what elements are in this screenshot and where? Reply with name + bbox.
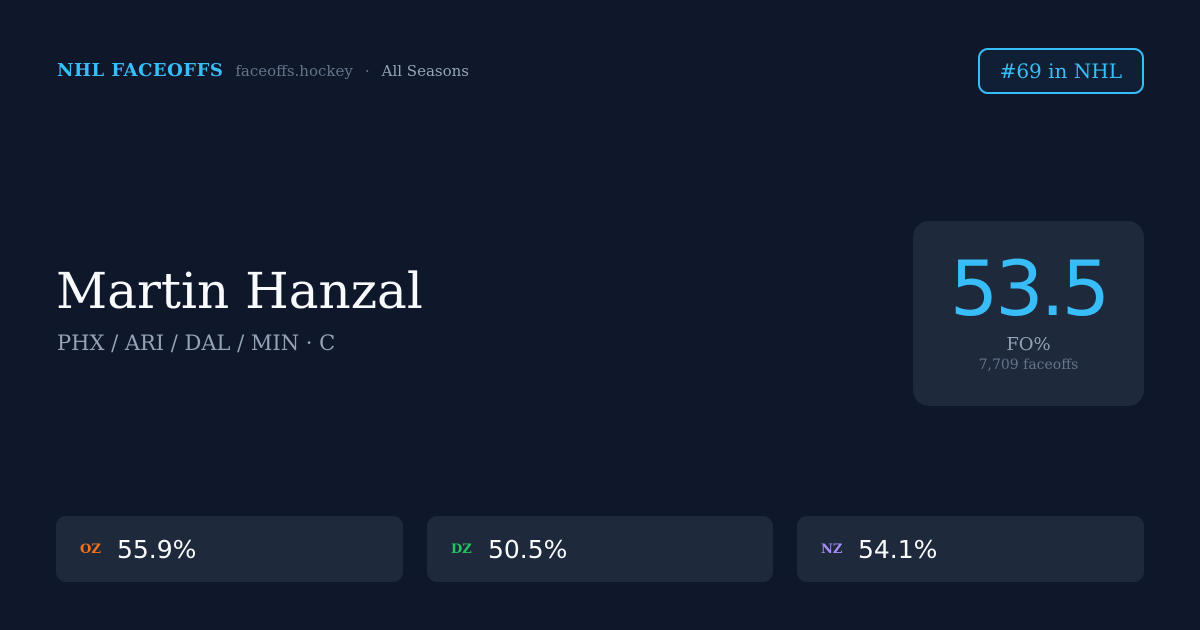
zone-label: DZ	[451, 541, 472, 557]
zone-value: 55.9%	[117, 534, 197, 564]
site-name: faceoffs.hockey	[235, 62, 353, 80]
zone-card-dz: DZ 50.5%	[427, 516, 773, 582]
zone-label: OZ	[80, 541, 101, 557]
zone-card-oz: OZ 55.9%	[56, 516, 403, 582]
fo-percentage: 53.5	[949, 244, 1110, 333]
season-label: All Seasons	[381, 62, 469, 80]
brand-name: NHL FACEOFFS	[57, 60, 224, 81]
faceoff-count: 7,709 faceoffs	[978, 357, 1079, 373]
zone-label: NZ	[821, 541, 843, 557]
header-brand: NHL FACEOFFS faceoffs.hockey · All Seaso…	[57, 60, 469, 81]
zone-card-nz: NZ 54.1%	[797, 516, 1144, 582]
zone-value: 54.1%	[858, 534, 938, 564]
fo-label: FO%	[1006, 334, 1051, 355]
zone-value: 50.5%	[488, 534, 568, 564]
rank-badge: #69 in NHL	[977, 48, 1144, 94]
player-name: Martin Hanzal	[56, 262, 423, 320]
player-teams-position: PHX / ARI / DAL / MIN · C	[57, 331, 336, 355]
separator: ·	[364, 62, 370, 80]
fo-stat-card: 53.5 FO% 7,709 faceoffs	[913, 221, 1144, 406]
